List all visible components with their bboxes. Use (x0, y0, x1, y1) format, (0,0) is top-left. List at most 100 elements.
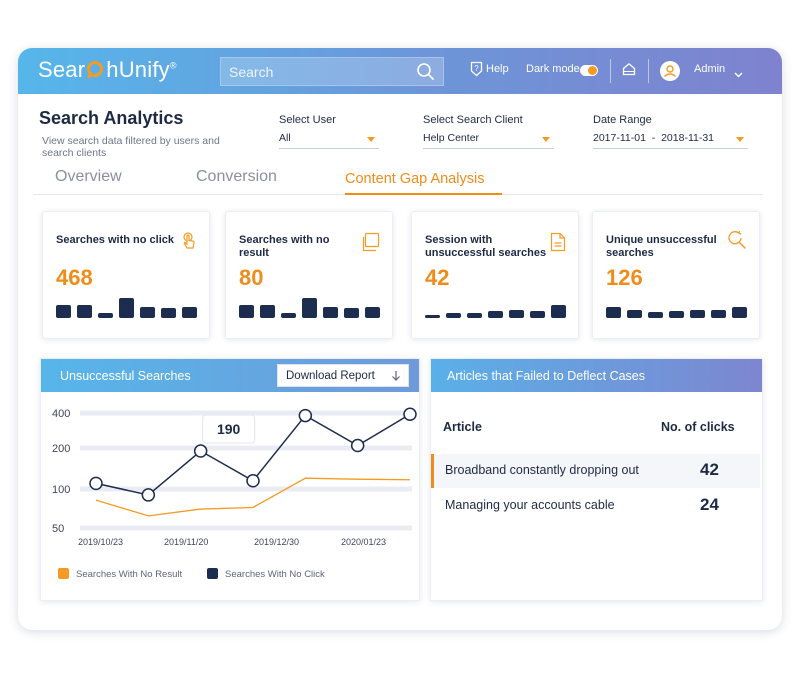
select-user-dropdown[interactable]: All (279, 132, 379, 149)
stat-card-sparkbars (606, 294, 748, 318)
y-tick-label: 50 (52, 523, 64, 535)
top-navbar: Sear hUnify® ? Help Dark mode Admin (18, 48, 782, 94)
filter-search-client[interactable]: Select Search Client Help Center (423, 114, 554, 149)
article-title: Managing your accounts cable (445, 498, 615, 512)
download-report-button[interactable]: Download Report (277, 364, 409, 387)
data-point[interactable] (141, 488, 156, 502)
dropdown-value: Help Center (423, 132, 480, 144)
data-point[interactable] (89, 476, 103, 491)
filter-date-range[interactable]: Date Range 2017-11-01 - 2018-11-31 (593, 114, 748, 149)
user-menu-label[interactable]: Admin (694, 63, 726, 75)
date-range-dropdown[interactable]: 2017-11-01 - 2018-11-31 (593, 132, 748, 149)
x-tick-label: 2019/10/23 (78, 537, 123, 547)
download-arrow-icon (391, 370, 401, 385)
x-tick-label: 2019/11/20 (164, 537, 208, 547)
caret-down-icon (367, 137, 375, 142)
stat-card-value: 468 (56, 265, 93, 290)
dark-mode-label: Dark mode (526, 63, 580, 75)
avatar[interactable] (660, 61, 680, 81)
active-tab-indicator (345, 193, 502, 195)
chevron-down-icon[interactable] (734, 65, 743, 83)
search-input[interactable] (229, 62, 409, 82)
header-divider (610, 59, 611, 83)
stat-card-title: Searches with no click (56, 234, 174, 246)
logo-magnifier-icon (86, 61, 105, 80)
spark-bar (98, 313, 113, 318)
series-line (95, 477, 411, 517)
spark-bar (467, 313, 482, 318)
data-point[interactable] (193, 444, 208, 458)
article-title: Broadband constantly dropping out (445, 463, 639, 477)
stat-card-no-result[interactable]: Searches with no result 80 (225, 211, 393, 339)
legend-item: Searches With No Click (207, 568, 325, 580)
spark-bar (119, 298, 134, 318)
logo-registered-mark: ® (169, 60, 177, 71)
stat-card-unsuccessful-sessions[interactable]: Session with unsuccessful searches 42 (411, 211, 579, 339)
tab-content-gap-analysis[interactable]: Content Gap Analysis (345, 171, 485, 187)
column-header-clicks: No. of clicks (661, 420, 735, 434)
chart-tooltip (202, 414, 256, 444)
spark-bar (323, 307, 338, 318)
stat-card-no-click[interactable]: Searches with no click 468 (42, 211, 210, 339)
tab-conversion[interactable]: Conversion (196, 168, 277, 185)
data-point[interactable] (298, 408, 313, 423)
data-point[interactable] (350, 438, 365, 453)
spark-bar (425, 315, 440, 318)
user-icon (664, 65, 676, 78)
spark-bar (509, 310, 524, 318)
dark-mode-toggle[interactable] (580, 65, 598, 76)
stat-card-value: 80 (239, 265, 264, 290)
help-icon[interactable]: ? (470, 61, 483, 82)
stat-card-title: Searches with no result (239, 234, 330, 259)
data-point[interactable] (403, 407, 417, 422)
stat-card-title: Session with unsuccessful searches (425, 234, 547, 259)
spark-bar (648, 312, 663, 318)
dropdown-value: All (279, 132, 291, 144)
panel-title: Articles that Failed to Deflect Cases (447, 369, 645, 383)
stat-card-unique-unsuccessful[interactable]: Unique unsuccessful searches 126 (592, 211, 760, 339)
caret-down-icon (542, 137, 550, 142)
legend-label: Searches With No Click (225, 569, 325, 580)
stat-card-value: 42 (425, 265, 450, 290)
logo-text-left: Sear (38, 57, 86, 82)
search-refresh-icon (727, 230, 747, 255)
header-divider (648, 59, 649, 83)
panel-title: Unsuccessful Searches (60, 369, 191, 383)
table-row[interactable]: Broadband constantly dropping out 42 (431, 454, 760, 488)
y-tick-label: 400 (52, 408, 70, 420)
spark-bar (690, 310, 705, 318)
data-point[interactable] (246, 473, 260, 488)
spark-bar (140, 307, 155, 318)
copy-icon (360, 232, 380, 257)
page-title: Search Analytics (39, 108, 184, 128)
page-subtitle: View search data filtered by users and s… (42, 135, 220, 159)
spark-bar (530, 311, 545, 318)
spark-bar (281, 313, 296, 318)
svg-text:?: ? (474, 64, 479, 73)
dropdown-value: 2017-11-01 - 2018-11-31 (593, 132, 715, 144)
search-client-dropdown[interactable]: Help Center (423, 132, 554, 149)
filter-label: Date Range (593, 114, 652, 126)
filter-select-user[interactable]: Select User All (279, 114, 379, 149)
tab-overview[interactable]: Overview (55, 168, 122, 185)
global-search[interactable] (220, 57, 444, 86)
y-tick-label: 200 (52, 443, 70, 455)
spark-bar (344, 308, 359, 318)
stat-card-value: 126 (606, 265, 643, 290)
stat-card-sparkbars (425, 294, 567, 318)
logo-text-right: hUnify (106, 57, 170, 82)
help-link[interactable]: Help (486, 63, 509, 75)
table-row[interactable]: Managing your accounts cable 24 (431, 489, 760, 523)
legend-swatch (58, 568, 69, 579)
spark-bar (711, 310, 726, 318)
brand-logo[interactable]: Sear hUnify® (38, 57, 177, 83)
home-icon[interactable] (622, 62, 636, 81)
click-count: 24 (700, 495, 719, 514)
spark-bar (260, 305, 275, 318)
search-icon[interactable] (416, 62, 435, 86)
legend-item: Searches With No Result (58, 568, 182, 580)
spark-bar (56, 305, 71, 318)
spark-bar (239, 305, 254, 318)
x-tick-label: 2020/01/23 (341, 537, 386, 547)
panel-header: Unsuccessful Searches Download Report (41, 359, 419, 392)
